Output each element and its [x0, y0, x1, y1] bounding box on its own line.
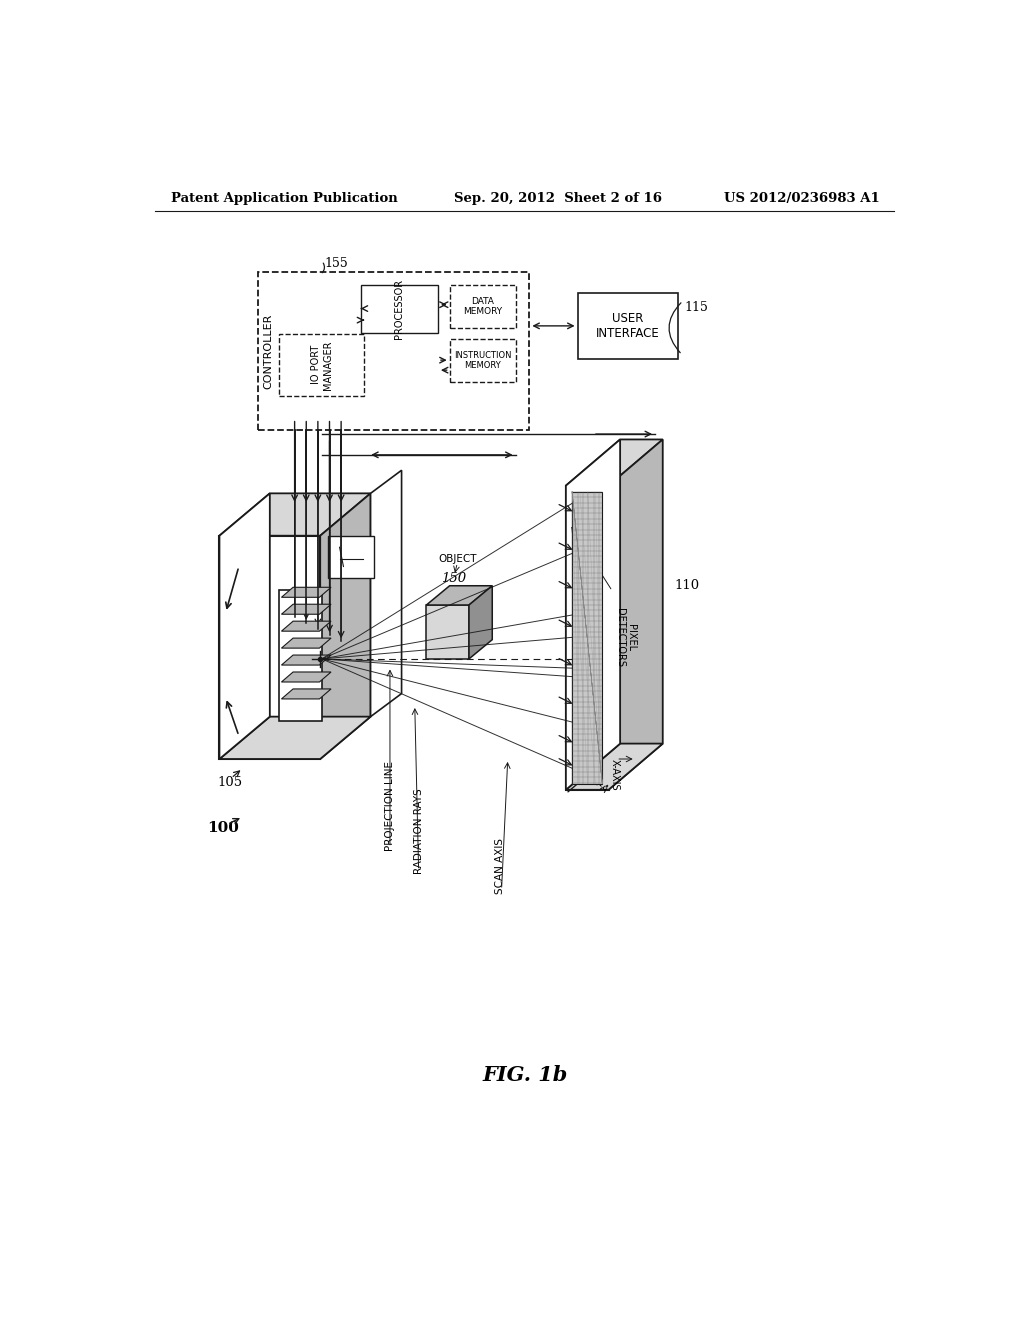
Text: Patent Application Publication: Patent Application Publication: [171, 191, 397, 205]
FancyBboxPatch shape: [328, 536, 375, 578]
Polygon shape: [219, 494, 270, 759]
Text: FIG. 1b: FIG. 1b: [482, 1065, 567, 1085]
Text: X-AXIS: X-AXIS: [610, 759, 621, 791]
Polygon shape: [219, 536, 321, 759]
Text: USER
INTERFACE: USER INTERFACE: [596, 312, 659, 339]
Polygon shape: [566, 486, 608, 789]
Polygon shape: [282, 655, 331, 665]
Polygon shape: [426, 586, 493, 605]
Polygon shape: [282, 689, 331, 700]
Text: 155: 155: [324, 256, 348, 269]
Text: SIN-A: SIN-A: [584, 770, 609, 795]
Text: PROCESSOR: PROCESSOR: [394, 280, 404, 339]
Polygon shape: [282, 605, 331, 614]
Polygon shape: [282, 638, 331, 648]
Polygon shape: [321, 494, 371, 759]
Text: IO PORT
MANAGER: IO PORT MANAGER: [311, 341, 333, 389]
Text: 150: 150: [441, 572, 466, 585]
Text: SCAN AXIS: SCAN AXIS: [495, 838, 505, 894]
Polygon shape: [219, 717, 371, 759]
Polygon shape: [572, 492, 602, 784]
Text: INSTRUCTION
MEMORY: INSTRUCTION MEMORY: [454, 351, 511, 370]
Text: PIXEL
DETECTORS: PIXEL DETECTORS: [614, 607, 636, 667]
Polygon shape: [280, 590, 322, 721]
Polygon shape: [566, 440, 663, 486]
Text: 100: 100: [208, 821, 240, 836]
Text: 115: 115: [684, 301, 709, 314]
Text: Sep. 20, 2012  Sheet 2 of 16: Sep. 20, 2012 Sheet 2 of 16: [454, 191, 662, 205]
Polygon shape: [566, 743, 663, 789]
Polygon shape: [371, 470, 401, 717]
Text: US 2012/0236983 A1: US 2012/0236983 A1: [724, 191, 880, 205]
Polygon shape: [282, 672, 331, 682]
Text: 110: 110: [675, 579, 699, 593]
Polygon shape: [282, 587, 331, 598]
Text: RADIATION RAYS: RADIATION RAYS: [414, 789, 424, 875]
Polygon shape: [469, 586, 493, 659]
Text: OBJECT: OBJECT: [438, 554, 476, 564]
Polygon shape: [219, 494, 371, 536]
Text: PROJECTION LINE: PROJECTION LINE: [385, 762, 395, 851]
Text: DATA
MEMORY: DATA MEMORY: [463, 297, 502, 317]
Polygon shape: [608, 440, 663, 789]
Text: 105: 105: [218, 776, 243, 788]
Polygon shape: [566, 440, 621, 789]
Polygon shape: [426, 605, 469, 659]
Text: CONTROLLER: CONTROLLER: [263, 314, 273, 389]
Polygon shape: [282, 622, 331, 631]
